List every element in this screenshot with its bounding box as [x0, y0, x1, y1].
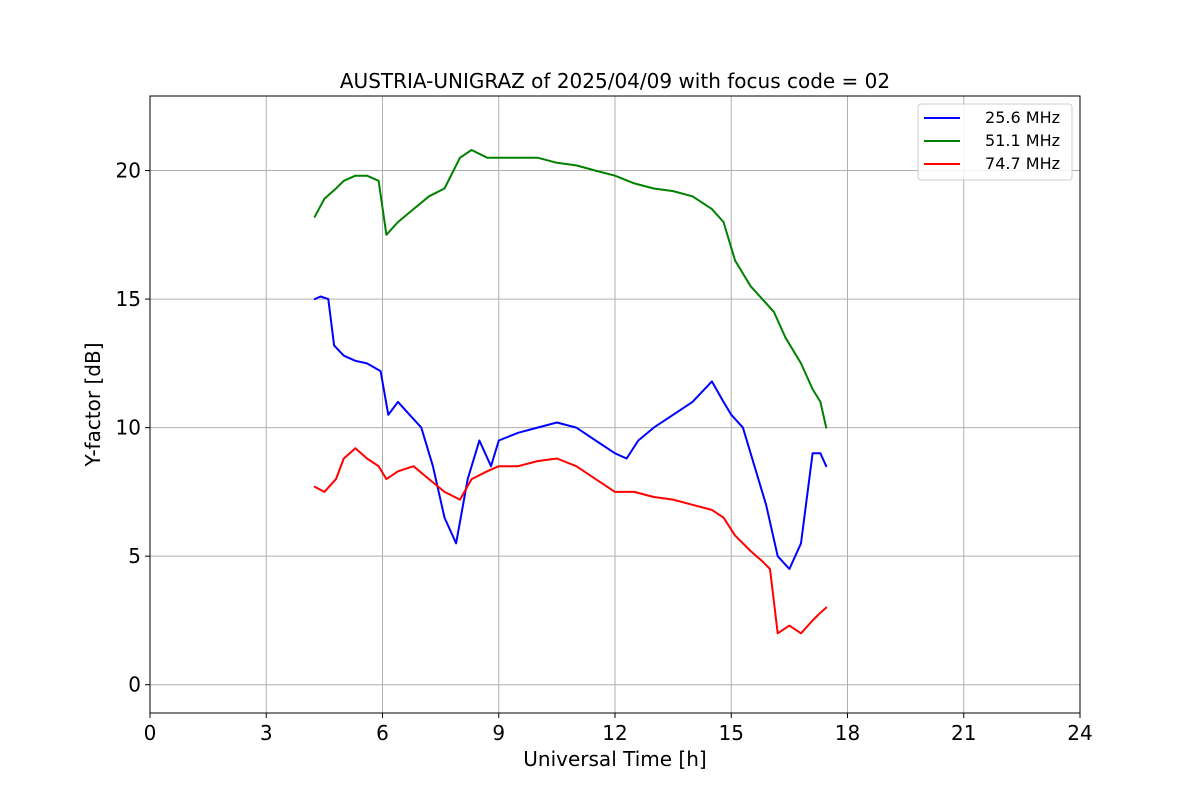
y-tick-label: 5	[128, 544, 141, 568]
x-tick-label: 0	[144, 721, 157, 745]
x-tick-label: 3	[260, 721, 273, 745]
series-line	[313, 295, 828, 570]
legend-box	[917, 103, 1073, 181]
series-line	[313, 447, 828, 635]
series-line	[313, 149, 828, 429]
y-tick-label: 15	[116, 287, 141, 311]
ticks: 0 3 6 9 12 15 18 21 24 0 5 10 15 20	[116, 159, 1093, 745]
x-tick-label: 18	[835, 721, 860, 745]
x-axis-label: Universal Time [h]	[523, 747, 706, 771]
x-tick-label: 6	[376, 721, 389, 745]
y-tick-label: 10	[116, 416, 141, 440]
x-tick-label: 21	[951, 721, 976, 745]
legend: 25.6 MHz 51.1 MHz 74.7 MHz	[917, 103, 1073, 181]
series-layer	[313, 149, 828, 635]
x-tick-label: 9	[492, 721, 505, 745]
x-tick-label: 15	[719, 721, 744, 745]
legend-label: 51.1 MHz	[985, 131, 1060, 150]
legend-label: 74.7 MHz	[985, 154, 1060, 173]
y-tick-label: 0	[128, 673, 141, 697]
y-axis-label: Y-factor [dB]	[81, 342, 105, 467]
y-tick-label: 20	[116, 159, 141, 183]
x-tick-label: 24	[1067, 721, 1092, 745]
chart-title: AUSTRIA-UNIGRAZ of 2025/04/09 with focus…	[340, 69, 890, 93]
x-tick-label: 12	[602, 721, 627, 745]
legend-label: 25.6 MHz	[985, 108, 1060, 127]
